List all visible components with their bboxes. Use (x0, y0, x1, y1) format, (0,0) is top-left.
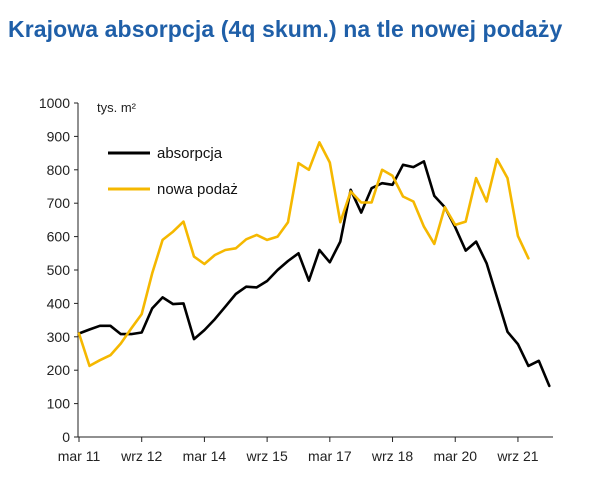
x-tick-label: wrz 18 (371, 448, 413, 464)
x-tick-label: mar 17 (308, 448, 352, 464)
y-tick-label: 200 (47, 362, 71, 378)
y-tick-label: 900 (47, 128, 71, 144)
y-tick-label: 600 (47, 229, 71, 245)
y-tick-label: 500 (47, 262, 71, 278)
y-tick-label: 800 (47, 162, 71, 178)
legend: absorpcja nowa podaż (108, 145, 238, 198)
y-tick-label: 0 (62, 429, 70, 445)
y-unit-label: tys. m² (97, 100, 137, 115)
y-tick-label: 100 (47, 396, 71, 412)
x-tick-label: wrz 15 (246, 448, 288, 464)
x-tick-label: mar 11 (58, 448, 101, 464)
axis-ticks: 0 100 200 300 400 500 600 700 800 900 1000 mar 11 wr… (39, 95, 539, 464)
x-tick-label: mar 14 (183, 448, 227, 464)
chart-title: Krajowa absorpcja (4q skum.) na tle nowe… (8, 16, 563, 42)
y-tick-label: 1000 (39, 95, 70, 111)
series-line-nowa-podaz (77, 141, 530, 368)
x-tick-label: wrz 21 (496, 448, 538, 464)
series-line-absorpcja (77, 160, 551, 388)
legend-label-absorpcja: absorpcja (157, 145, 223, 162)
legend-label-nowa-podaz: nowa podaż (157, 181, 238, 198)
x-tick-label: mar 20 (433, 448, 477, 464)
series-lines (77, 141, 551, 388)
x-tick-label: wrz 12 (120, 448, 162, 464)
y-tick-label: 700 (47, 195, 71, 211)
y-tick-label: 300 (47, 329, 71, 345)
y-tick-label: 400 (47, 295, 71, 311)
